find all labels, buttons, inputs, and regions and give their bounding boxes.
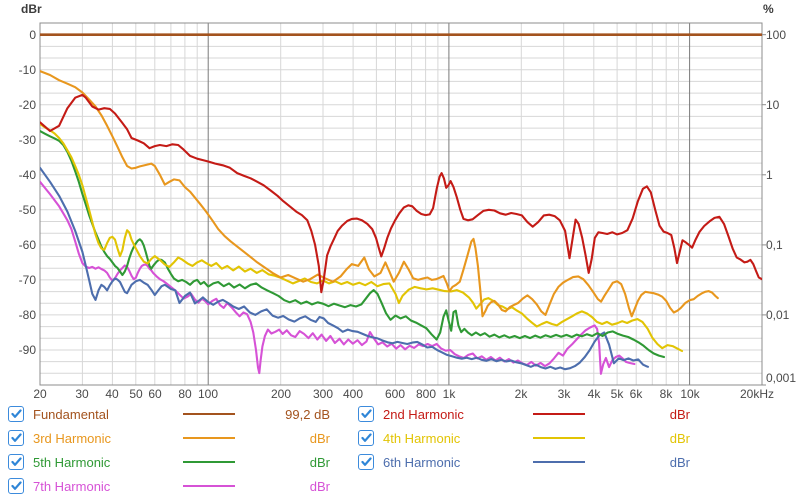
- checkbox-3rd-harmonic[interactable]: [8, 430, 24, 446]
- x-tick-label: 20kHz: [739, 387, 774, 401]
- legend-value-2nd-harmonic: dBr: [669, 406, 690, 422]
- percent-tick-label: 0,001: [766, 371, 797, 385]
- x-tick-label: 600: [384, 387, 406, 401]
- plot-border: [39, 22, 763, 386]
- legend-item-3rd-harmonic: 3rd Harmonic dBr: [8, 426, 330, 450]
- legend-label-2nd-harmonic: 2nd Harmonic: [383, 406, 464, 422]
- y-tick-label: -90: [18, 343, 36, 357]
- curve-5th-harmonic: [40, 129, 666, 359]
- x-tick-label: 30: [75, 387, 89, 401]
- legend-line-swatch-6th-harmonic: [533, 461, 585, 463]
- legend-value-7th-harmonic: dBr: [309, 478, 330, 494]
- check-glyph: [360, 409, 372, 418]
- legend-label-6th-harmonic: 6th Harmonic: [383, 454, 461, 470]
- x-tick-label: 300: [312, 387, 334, 401]
- check-glyph: [10, 409, 22, 418]
- legend-item-2nd-harmonic: 2nd Harmonic dBr: [358, 402, 690, 426]
- legend-item-fundamental: Fundamental 99,2 dB: [8, 402, 330, 426]
- legend-item-6th-harmonic: 6th Harmonic dBr: [358, 450, 690, 474]
- y-axis-title-dbr: dBr: [21, 2, 42, 16]
- x-tick-label: 400: [342, 387, 364, 401]
- legend-label-7th-harmonic: 7th Harmonic: [33, 478, 111, 494]
- x-tick-label: 4k: [587, 387, 601, 401]
- curve-2nd-harmonic: [40, 93, 762, 294]
- y-tick-label: -60: [18, 238, 36, 252]
- check-glyph: [360, 433, 372, 442]
- y-tick-label: -10: [18, 63, 36, 77]
- percent-tick-label: 0,1: [766, 238, 783, 252]
- y-tick-label: 0: [29, 28, 36, 42]
- legend-value-5th-harmonic: dBr: [309, 454, 330, 470]
- legend-item-7th-harmonic: 7th Harmonic dBr: [8, 474, 330, 494]
- legend-line-swatch-fundamental: [183, 413, 235, 415]
- x-tick-label: 60: [148, 387, 162, 401]
- percent-tick-label: 0,01: [766, 308, 790, 322]
- x-tick-label: 3k: [557, 387, 571, 401]
- x-tick-label: 800: [415, 387, 437, 401]
- x-tick-label: 200: [270, 387, 292, 401]
- x-tick-label: 8k: [659, 387, 673, 401]
- percent-tick-label: 1: [766, 168, 773, 182]
- legend-line-swatch-5th-harmonic: [183, 461, 235, 463]
- x-tick-label: 40: [105, 387, 119, 401]
- y-tick-label: -70: [18, 273, 36, 287]
- checkbox-fundamental[interactable]: [8, 406, 24, 422]
- curve-6th-harmonic: [40, 166, 650, 371]
- legend-label-fundamental: Fundamental: [33, 406, 109, 422]
- legend-label-3rd-harmonic: 3rd Harmonic: [33, 430, 112, 446]
- legend-value-3rd-harmonic: dBr: [309, 430, 330, 446]
- percent-tick-label: 10: [766, 98, 780, 112]
- x-tick-label: 10k: [680, 387, 700, 401]
- y-tick-label: -80: [18, 308, 36, 322]
- legend-line-swatch-4th-harmonic: [533, 437, 585, 439]
- legend-value-6th-harmonic: dBr: [669, 454, 690, 470]
- checkbox-5th-harmonic[interactable]: [8, 454, 24, 470]
- legend-label-4th-harmonic: 4th Harmonic: [383, 430, 461, 446]
- x-tick-label: 80: [178, 387, 192, 401]
- harmonic-curves: [40, 33, 762, 375]
- check-glyph: [360, 457, 372, 466]
- legend-item-5th-harmonic: 5th Harmonic dBr: [8, 450, 330, 474]
- check-glyph: [10, 481, 22, 490]
- check-glyph: [10, 457, 22, 466]
- x-tick-label: 6k: [629, 387, 643, 401]
- legend-line-swatch-2nd-harmonic: [533, 413, 585, 415]
- y-tick-label: -50: [18, 203, 36, 217]
- check-glyph: [10, 433, 22, 442]
- plot-border-rect: [39, 22, 763, 386]
- x-tick-label: 100: [197, 387, 219, 401]
- checkbox-2nd-harmonic[interactable]: [358, 406, 374, 422]
- x-tick-label: 5k: [610, 387, 624, 401]
- curve-3rd-harmonic: [40, 70, 719, 318]
- grid-minor-lines: [40, 23, 762, 385]
- axis-tick-marks: [762, 34, 766, 386]
- percent-tick-label: 100: [766, 28, 787, 42]
- legend-column-right: 2nd Harmonic dBr 4th Harmonic dBr 6th Harmon…: [358, 402, 690, 474]
- y-tick-label: -20: [18, 98, 36, 112]
- checkbox-6th-harmonic[interactable]: [358, 454, 374, 470]
- x-tick-label: 2k: [514, 387, 528, 401]
- x-tick-label: 1k: [442, 387, 456, 401]
- legend-line-swatch-7th-harmonic: [183, 485, 235, 487]
- legend-line-swatch-3rd-harmonic: [183, 437, 235, 439]
- legend-value-4th-harmonic: dBr: [669, 430, 690, 446]
- y-axis-title-percent: %: [763, 2, 774, 16]
- curve-7th-harmonic: [40, 180, 636, 375]
- checkbox-7th-harmonic[interactable]: [8, 478, 24, 494]
- x-tick-label: 50: [129, 387, 143, 401]
- legend-column-left: Fundamental 99,2 dB 3rd Harmonic dBr 5th Har…: [8, 402, 330, 494]
- legend-label-5th-harmonic: 5th Harmonic: [33, 454, 111, 470]
- legend-item-4th-harmonic: 4th Harmonic dBr: [358, 426, 690, 450]
- y-tick-label: -40: [18, 168, 36, 182]
- x-tick-label: 20: [33, 387, 47, 401]
- y-tick-label: -30: [18, 133, 36, 147]
- checkbox-4th-harmonic[interactable]: [358, 430, 374, 446]
- legend-value-fundamental: 99,2 dB: [285, 406, 330, 422]
